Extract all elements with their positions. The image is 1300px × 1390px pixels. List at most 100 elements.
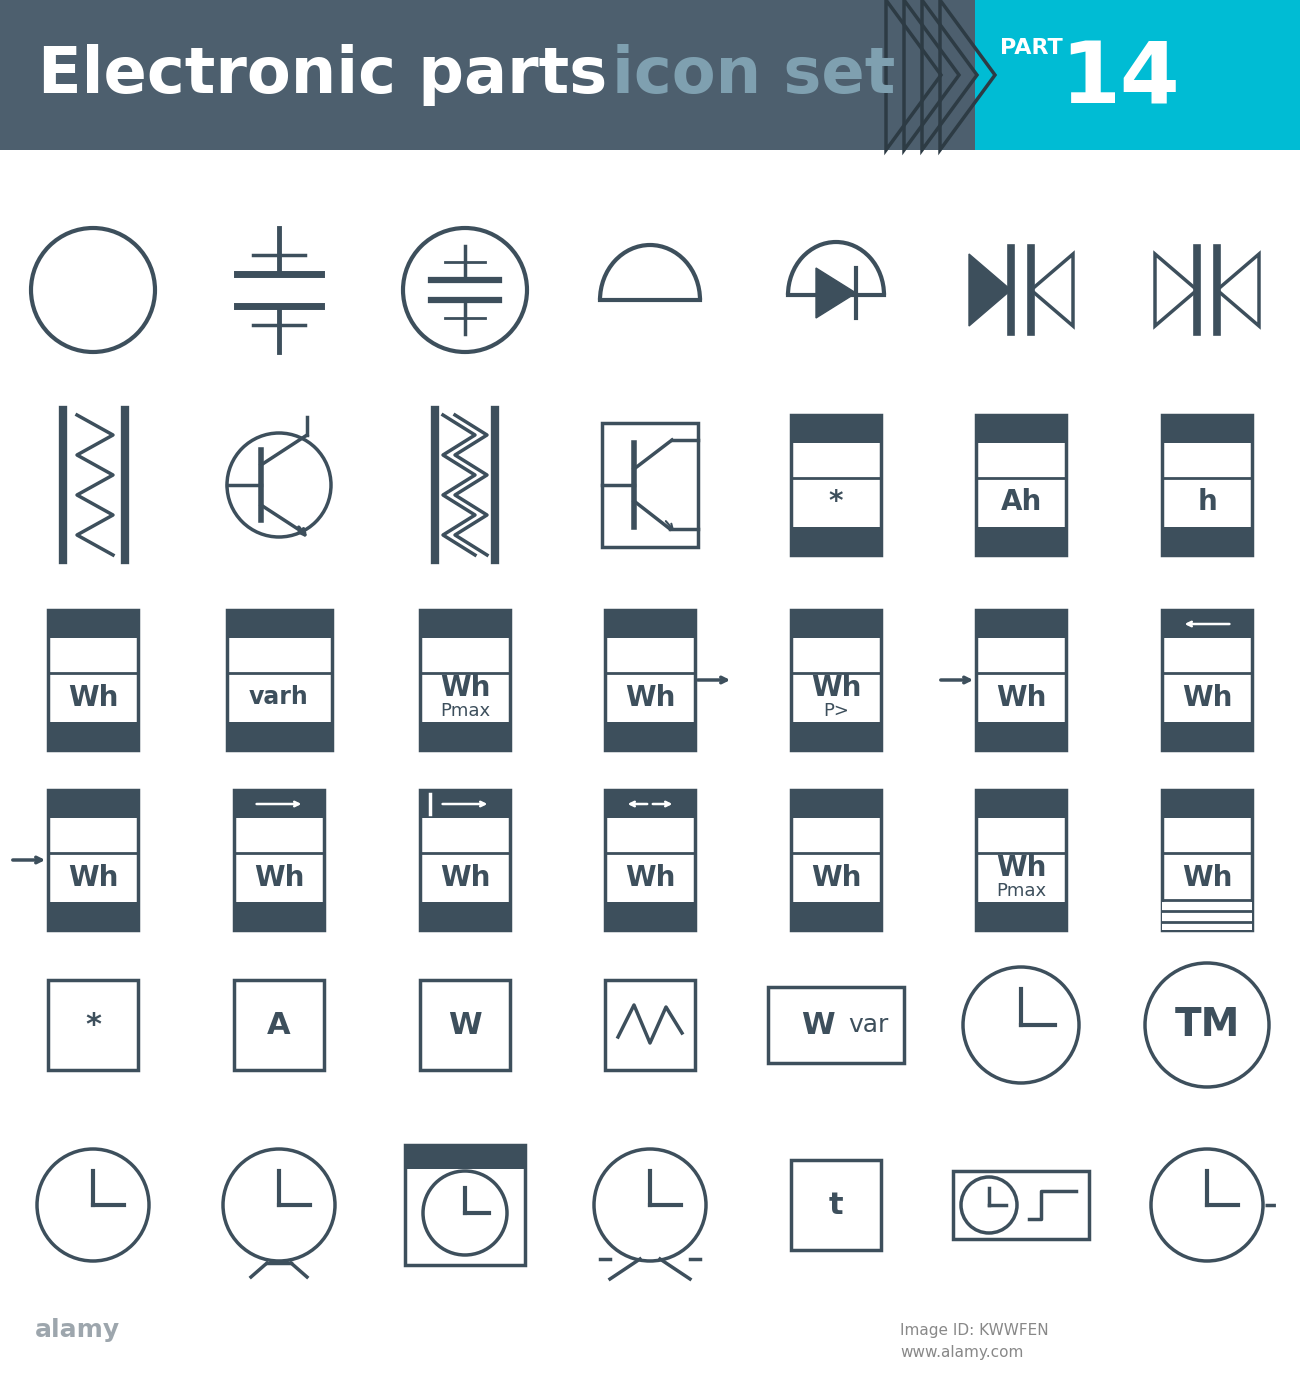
Text: var: var <box>848 1013 888 1037</box>
Text: t: t <box>828 1190 844 1219</box>
Bar <box>976 902 1066 930</box>
Text: 14: 14 <box>1060 39 1180 121</box>
Bar <box>406 1145 525 1169</box>
Bar <box>790 902 881 930</box>
Bar <box>234 790 324 817</box>
Bar <box>975 0 1300 150</box>
Bar <box>0 0 1300 150</box>
Bar <box>604 790 696 930</box>
Bar <box>420 790 510 817</box>
Bar <box>790 790 881 930</box>
Text: Wh: Wh <box>996 684 1046 712</box>
Bar <box>976 416 1066 443</box>
Bar <box>976 610 1066 751</box>
Bar <box>790 790 881 817</box>
Text: Electronic parts: Electronic parts <box>38 44 607 106</box>
Bar <box>790 610 881 638</box>
Bar <box>226 610 332 751</box>
Bar <box>1162 610 1252 751</box>
Bar <box>48 790 138 817</box>
Bar <box>420 980 510 1070</box>
Text: Wh: Wh <box>254 863 304 891</box>
Bar <box>1162 721 1252 751</box>
Text: Wh: Wh <box>625 684 675 712</box>
Text: Wh: Wh <box>439 674 490 702</box>
Bar <box>976 790 1066 930</box>
Text: Wh: Wh <box>68 684 118 712</box>
Bar <box>234 980 324 1070</box>
Text: Image ID: KWWFEN: Image ID: KWWFEN <box>900 1322 1049 1337</box>
Text: TM: TM <box>1174 1006 1240 1044</box>
Text: W: W <box>801 1011 835 1040</box>
Bar <box>420 721 510 751</box>
Bar <box>1162 790 1252 817</box>
Bar <box>790 416 881 443</box>
Bar <box>234 790 324 930</box>
Bar <box>768 987 904 1063</box>
Bar <box>790 416 881 555</box>
Bar <box>976 790 1066 817</box>
Bar <box>420 790 510 930</box>
Text: Wh: Wh <box>625 863 675 891</box>
Bar <box>1162 902 1252 930</box>
Polygon shape <box>968 254 1011 327</box>
Bar <box>420 610 510 638</box>
Bar <box>790 610 881 751</box>
Bar <box>790 527 881 555</box>
Text: Pmax: Pmax <box>439 702 490 720</box>
Text: Wh: Wh <box>996 853 1046 881</box>
Bar <box>602 423 698 548</box>
Text: W: W <box>448 1011 482 1040</box>
Bar <box>604 902 696 930</box>
Bar <box>976 527 1066 555</box>
Text: Wh: Wh <box>68 863 118 891</box>
Bar <box>48 902 138 930</box>
Bar <box>406 1145 525 1265</box>
Bar <box>1162 527 1252 555</box>
Text: *: * <box>84 1011 101 1040</box>
Bar <box>790 721 881 751</box>
Bar <box>420 610 510 751</box>
Bar <box>48 980 138 1070</box>
Bar <box>226 610 332 638</box>
Text: h: h <box>1197 488 1217 517</box>
Bar <box>1162 416 1252 443</box>
Bar <box>420 902 510 930</box>
Text: Wh: Wh <box>811 863 861 891</box>
Bar <box>48 610 138 751</box>
Text: A: A <box>268 1011 291 1040</box>
Bar <box>790 1161 881 1250</box>
Bar <box>604 980 696 1070</box>
Bar <box>604 721 696 751</box>
Text: www.alamy.com: www.alamy.com <box>900 1344 1023 1359</box>
Bar <box>234 902 324 930</box>
Bar <box>604 610 696 638</box>
Text: Wh: Wh <box>811 674 861 702</box>
Text: Pmax: Pmax <box>996 883 1046 901</box>
Bar <box>1162 790 1252 930</box>
Text: *: * <box>829 488 844 517</box>
Text: PART: PART <box>1000 38 1063 58</box>
Text: Wh: Wh <box>1182 863 1232 891</box>
Bar <box>1162 902 1252 930</box>
Bar <box>48 721 138 751</box>
Bar <box>604 790 696 817</box>
Bar <box>976 416 1066 555</box>
Polygon shape <box>816 268 855 318</box>
Bar <box>48 790 138 930</box>
Bar <box>226 721 332 751</box>
Text: alamy: alamy <box>35 1318 120 1341</box>
Bar <box>1162 416 1252 555</box>
Text: Wh: Wh <box>1182 684 1232 712</box>
Text: P>: P> <box>823 702 849 720</box>
Bar <box>976 610 1066 638</box>
Text: icon set: icon set <box>612 44 896 106</box>
Text: Ah: Ah <box>1001 488 1041 517</box>
Bar <box>953 1170 1089 1238</box>
Text: varh: varh <box>250 685 309 709</box>
Bar <box>48 610 138 638</box>
Bar <box>976 721 1066 751</box>
Text: Wh: Wh <box>439 863 490 891</box>
Bar <box>604 610 696 751</box>
Bar <box>1162 610 1252 638</box>
